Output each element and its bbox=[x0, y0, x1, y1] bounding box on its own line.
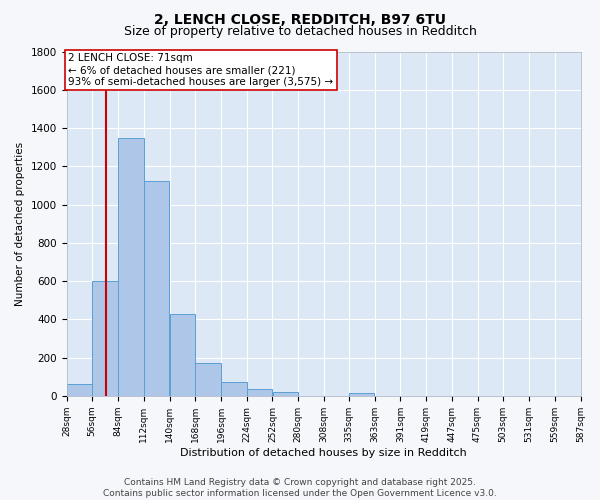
X-axis label: Distribution of detached houses by size in Redditch: Distribution of detached houses by size … bbox=[180, 448, 467, 458]
Text: 2 LENCH CLOSE: 71sqm
← 6% of detached houses are smaller (221)
93% of semi-detac: 2 LENCH CLOSE: 71sqm ← 6% of detached ho… bbox=[68, 54, 334, 86]
Text: Size of property relative to detached houses in Redditch: Size of property relative to detached ho… bbox=[124, 25, 476, 38]
Y-axis label: Number of detached properties: Number of detached properties bbox=[15, 142, 25, 306]
Text: Contains HM Land Registry data © Crown copyright and database right 2025.
Contai: Contains HM Land Registry data © Crown c… bbox=[103, 478, 497, 498]
Bar bbox=[144, 180, 169, 396]
Bar bbox=[92, 281, 118, 396]
Bar bbox=[67, 384, 92, 396]
Bar bbox=[221, 382, 247, 396]
Bar bbox=[170, 314, 195, 396]
Bar bbox=[247, 389, 272, 396]
Bar bbox=[196, 364, 221, 396]
Bar bbox=[272, 392, 298, 396]
Bar bbox=[118, 138, 143, 396]
Bar bbox=[349, 393, 374, 396]
Text: 2, LENCH CLOSE, REDDITCH, B97 6TU: 2, LENCH CLOSE, REDDITCH, B97 6TU bbox=[154, 12, 446, 26]
